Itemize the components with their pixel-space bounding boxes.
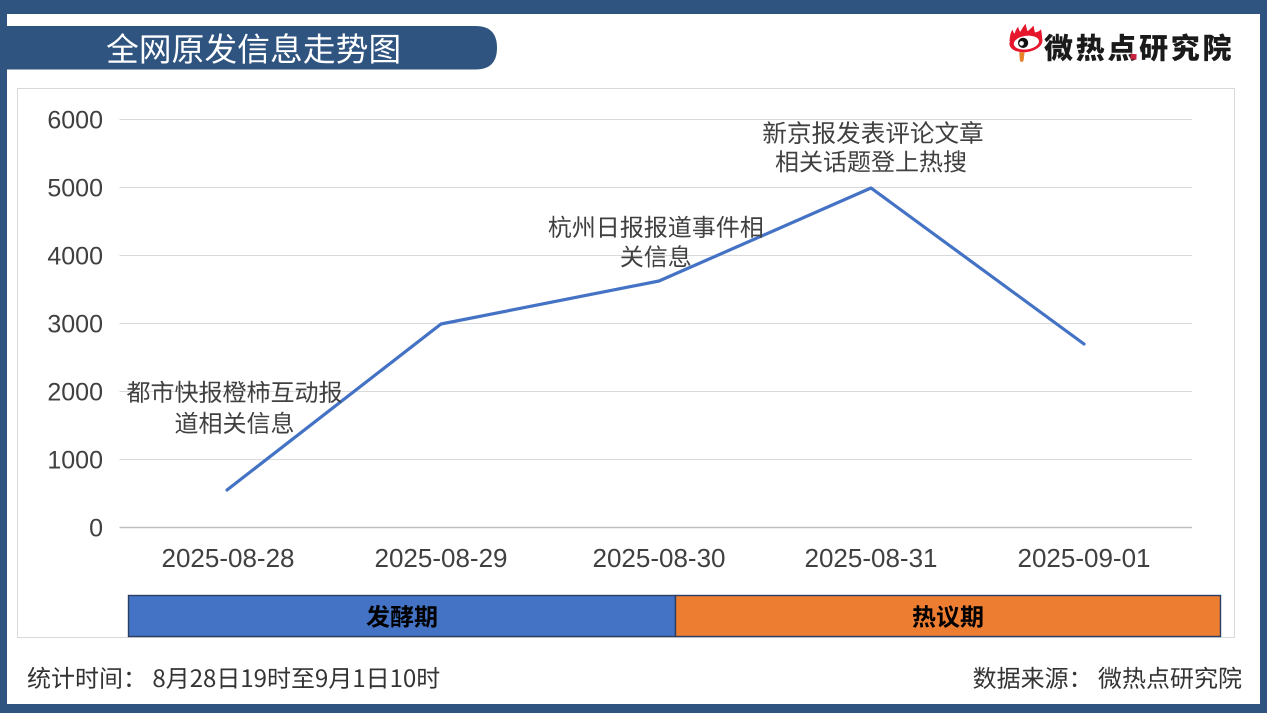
svg-text:1000: 1000: [47, 447, 103, 475]
svg-text:2025-08-29: 2025-08-29: [375, 543, 508, 573]
svg-text:2025-08-30: 2025-08-30: [593, 543, 726, 573]
svg-text:2025-09-01: 2025-09-01: [1018, 543, 1151, 573]
svg-text:5000: 5000: [47, 175, 103, 203]
svg-text:6000: 6000: [47, 107, 103, 135]
svg-text:2000: 2000: [47, 379, 103, 407]
svg-text:4000: 4000: [47, 243, 103, 271]
svg-text:2025-08-28: 2025-08-28: [162, 543, 295, 573]
svg-text:2025-08-31: 2025-08-31: [805, 543, 938, 573]
svg-text:0: 0: [89, 515, 103, 543]
svg-text:3000: 3000: [47, 311, 103, 339]
